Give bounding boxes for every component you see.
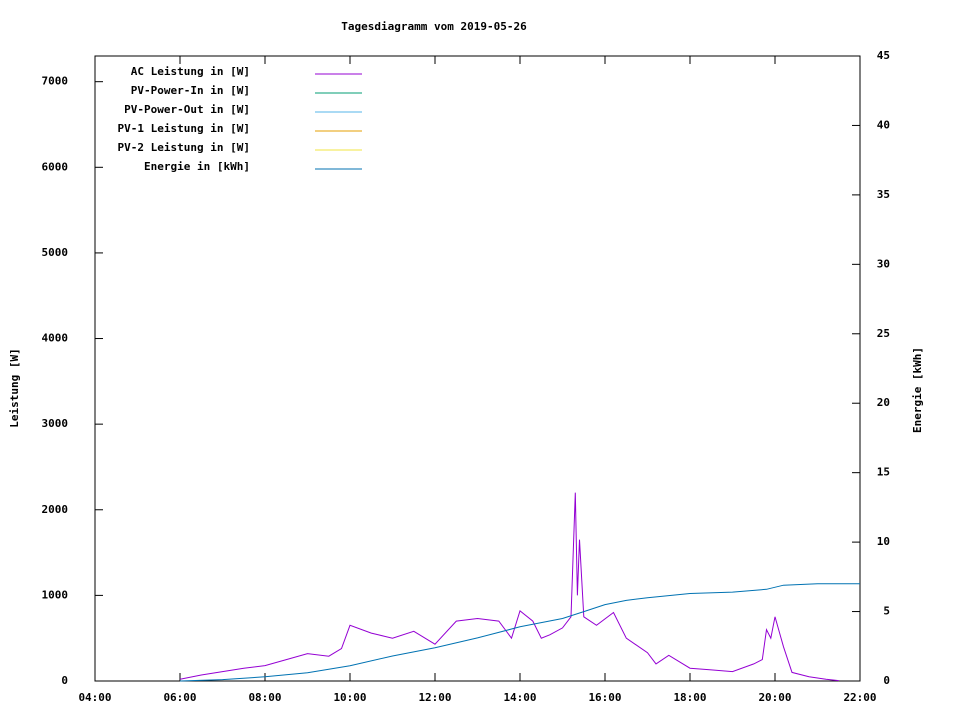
y2-tick-label: 15 [877,466,890,479]
y-tick-label: 7000 [42,75,69,88]
y2-tick-label: 25 [877,327,890,340]
series-line [179,492,839,682]
y-tick-label: 5000 [42,246,69,259]
y2-tick-label: 0 [883,674,890,687]
y-tick-label: 2000 [42,503,69,516]
legend-label: AC Leistung in [W] [131,65,250,78]
y-tick-label: 3000 [42,417,69,430]
y-axis-label: Leistung [W] [8,348,21,427]
legend-label: PV-Power-Out in [W] [124,103,250,116]
x-tick-label: 06:00 [163,691,196,704]
y2-tick-label: 35 [877,188,890,201]
legend-label: PV-Power-In in [W] [131,84,250,97]
y-tick-label: 0 [61,674,68,687]
x-tick-label: 08:00 [248,691,281,704]
x-tick-label: 12:00 [418,691,451,704]
chart-title: Tagesdiagramm vom 2019-05-26 [341,20,527,33]
y2-tick-label: 10 [877,535,890,548]
y2-tick-label: 20 [877,396,890,409]
x-tick-label: 10:00 [333,691,366,704]
x-tick-label: 04:00 [78,691,111,704]
y-tick-label: 1000 [42,588,69,601]
x-tick-label: 18:00 [673,691,706,704]
x-tick-label: 20:00 [758,691,791,704]
plot-frame [94,55,861,682]
y2-tick-label: 5 [883,605,890,618]
y2-axis-label: Energie [kWh] [911,347,924,433]
y2-tick-label: 45 [877,49,890,62]
legend-label: PV-1 Leistung in [W] [118,122,250,135]
x-tick-label: 16:00 [588,691,621,704]
y-tick-label: 4000 [42,332,69,345]
series-line [179,583,860,682]
legend-label: Energie in [kWh] [144,160,250,173]
y-tick-label: 6000 [42,160,69,173]
x-tick-label: 14:00 [503,691,536,704]
x-tick-label: 22:00 [843,691,876,704]
y2-tick-label: 40 [877,118,890,131]
y2-tick-label: 30 [877,257,890,270]
legend-label: PV-2 Leistung in [W] [118,141,250,154]
